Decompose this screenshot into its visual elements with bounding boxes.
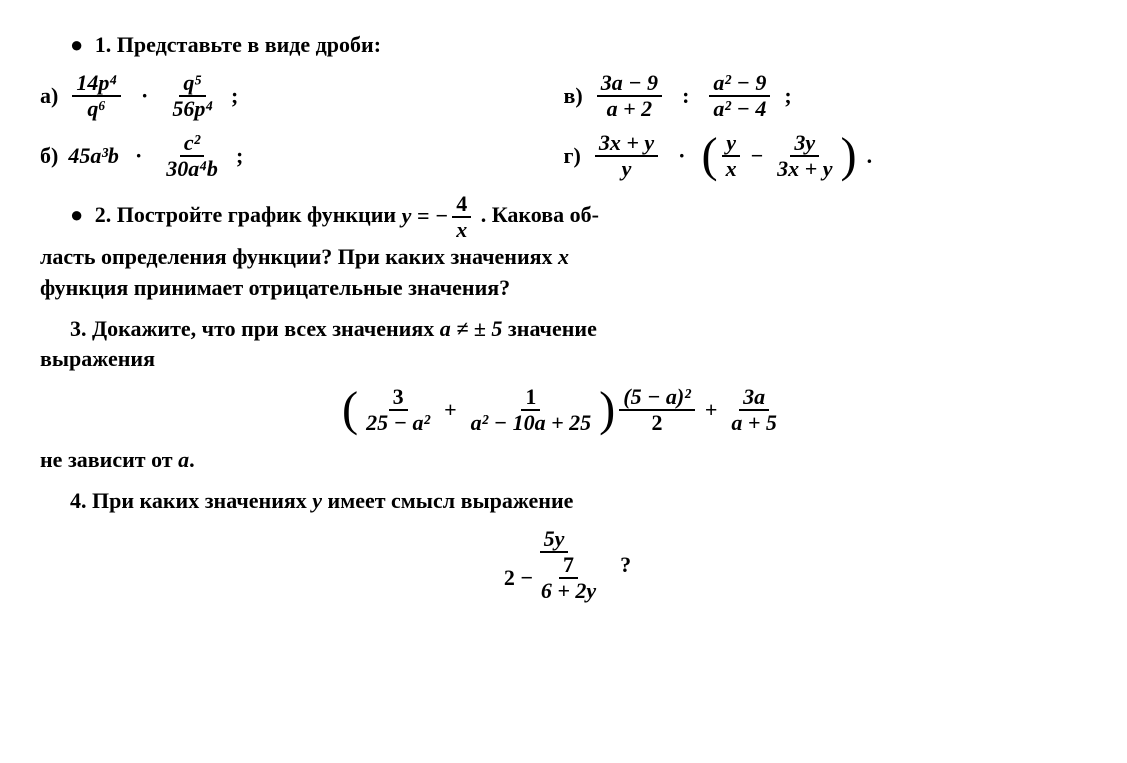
p4-yvar: y (312, 488, 322, 513)
p3-avar: a (178, 447, 189, 472)
p1-g-label: г) (564, 141, 581, 172)
p4-mid-lead: 2 − (504, 566, 533, 590)
p1-row1: а) 14p⁴ q⁶ · q⁵ 56p⁴ ; в) 3a − 9 a + 2 :… (40, 71, 1087, 121)
p4-outer-frac: 5y 2 − 7 6 + 2y (500, 527, 608, 604)
p1-g-in2-den: 3x + y (773, 157, 836, 181)
dot-op: · (141, 81, 148, 112)
p1-v-label: в) (564, 81, 583, 112)
p1-a-frac2: q⁵ 56p⁴ (168, 71, 217, 121)
bullet-2 (70, 202, 89, 227)
p2-xvar: x (558, 244, 569, 269)
colon-op: : (682, 81, 689, 112)
p3-t2: значение (508, 316, 597, 341)
p1-b-label: б) (40, 141, 58, 172)
p1-a-end: ; (231, 81, 238, 112)
p1-b-frac: c² 30a⁴b (162, 131, 222, 181)
p1-g-in2: 3y 3x + y (773, 131, 836, 181)
paren-open: ( (701, 137, 717, 176)
p1-a-f2-den: 56p⁴ (168, 97, 217, 121)
p3-f2: 1 a² − 10a + 25 (467, 385, 595, 435)
p2-eq-lhs: y = − (402, 201, 449, 232)
p2-frac: 4 x (452, 192, 471, 242)
p1-g-end: . (867, 141, 873, 172)
p2-f-num: 4 (452, 192, 471, 218)
p1-num: 1. (95, 32, 112, 57)
plus-op: + (705, 395, 718, 426)
plus-op: + (444, 395, 457, 426)
p4-top: 5y (540, 527, 569, 553)
p4-t1: При каких значениях (92, 488, 312, 513)
p1-g-in2-num: 3y (790, 131, 819, 157)
p3-f2-num: 1 (521, 385, 540, 411)
p3-num: 3. (70, 316, 87, 341)
paren-open: ( (342, 391, 358, 430)
p3-expression: ( 3 25 − a² + 1 a² − 10a + 25 ) (5 − a)²… (40, 385, 1087, 435)
p3-t5: . (189, 447, 195, 472)
p1-a-f1-num: 14p⁴ (72, 71, 121, 97)
p3-mid-den: 2 (648, 411, 667, 435)
dot-op: · (135, 141, 142, 172)
dot-op: · (678, 141, 685, 172)
p1-title: Представьте в виде дроби: (117, 32, 381, 57)
p2-t2: . Какова об- (481, 202, 599, 227)
p3-t4: не зависит от (40, 447, 178, 472)
p4-expression: 5y 2 − 7 6 + 2y ? (40, 527, 1087, 604)
p1-g-frac1: 3x + y y (595, 131, 658, 181)
p1-v-frac1: 3a − 9 a + 2 (597, 71, 662, 121)
p3-cond: a ≠ ± 5 (440, 316, 503, 341)
p2-t3: ласть определения функции? При каких зна… (40, 244, 558, 269)
p3-f1-num: 3 (389, 385, 408, 411)
p1-b-f-num: c² (180, 131, 204, 157)
p3-t3: выражения (40, 346, 155, 371)
p1-a-label: а) (40, 81, 58, 112)
p1-b-end: ; (236, 141, 243, 172)
p4-qmark: ? (620, 550, 631, 581)
paren-close: ) (599, 391, 615, 430)
p1-v-end: ; (784, 81, 791, 112)
p3-f3-den: a + 5 (727, 411, 781, 435)
p3-f1-den: 25 − a² (362, 411, 434, 435)
p1-a-f1-den: q⁶ (83, 97, 110, 121)
p3-f1: 3 25 − a² (362, 385, 434, 435)
p1-row2: б) 45a³b · c² 30a⁴b ; г) 3x + y y · ( y … (40, 131, 1087, 181)
p1-a-f2-num: q⁵ (179, 71, 206, 97)
p1-v-f2-num: a² − 9 (709, 71, 770, 97)
p4-inner-frac: 7 6 + 2y (537, 553, 600, 603)
p1-b-factor: 45a³b (68, 141, 119, 172)
p1-g-f1-num: 3x + y (595, 131, 658, 157)
p3-mid: (5 − a)² 2 (619, 385, 695, 435)
p1-v-f2-den: a² − 4 (709, 97, 770, 121)
p3-f3-num: 3a (739, 385, 769, 411)
p2-t1: Постройте график функции (117, 202, 402, 227)
p2-t4: функция принимает отрицательные значения… (40, 275, 510, 300)
p1-v-f1-num: 3a − 9 (597, 71, 662, 97)
p2-num: 2. (95, 202, 112, 227)
p3-f3: 3a a + 5 (727, 385, 781, 435)
p1-v-frac2: a² − 9 a² − 4 (709, 71, 770, 121)
p1-g-in1-den: x (722, 157, 741, 181)
p2-f-den: x (452, 218, 471, 242)
p1-g-in1-num: y (722, 131, 740, 157)
p1-a-frac1: 14p⁴ q⁶ (72, 71, 121, 121)
p1-b-f-den: 30a⁴b (162, 157, 222, 181)
bullet-1 (70, 32, 89, 57)
p4-inner-den: 6 + 2y (537, 579, 600, 603)
p1-v-f1-den: a + 2 (603, 97, 657, 121)
p4-t2: имеет смысл выражение (328, 488, 574, 513)
p4-inner-num: 7 (559, 553, 578, 579)
minus-op: − (751, 141, 764, 172)
p3-mid-num: (5 − a)² (619, 385, 695, 411)
p1-g-in1: y x (722, 131, 741, 181)
p1-g-f1-den: y (618, 157, 636, 181)
p3-f2-den: a² − 10a + 25 (467, 411, 595, 435)
paren-close: ) (840, 137, 856, 176)
p4-num: 4. (70, 488, 87, 513)
p3-t1: Докажите, что при всех значениях (92, 316, 440, 341)
